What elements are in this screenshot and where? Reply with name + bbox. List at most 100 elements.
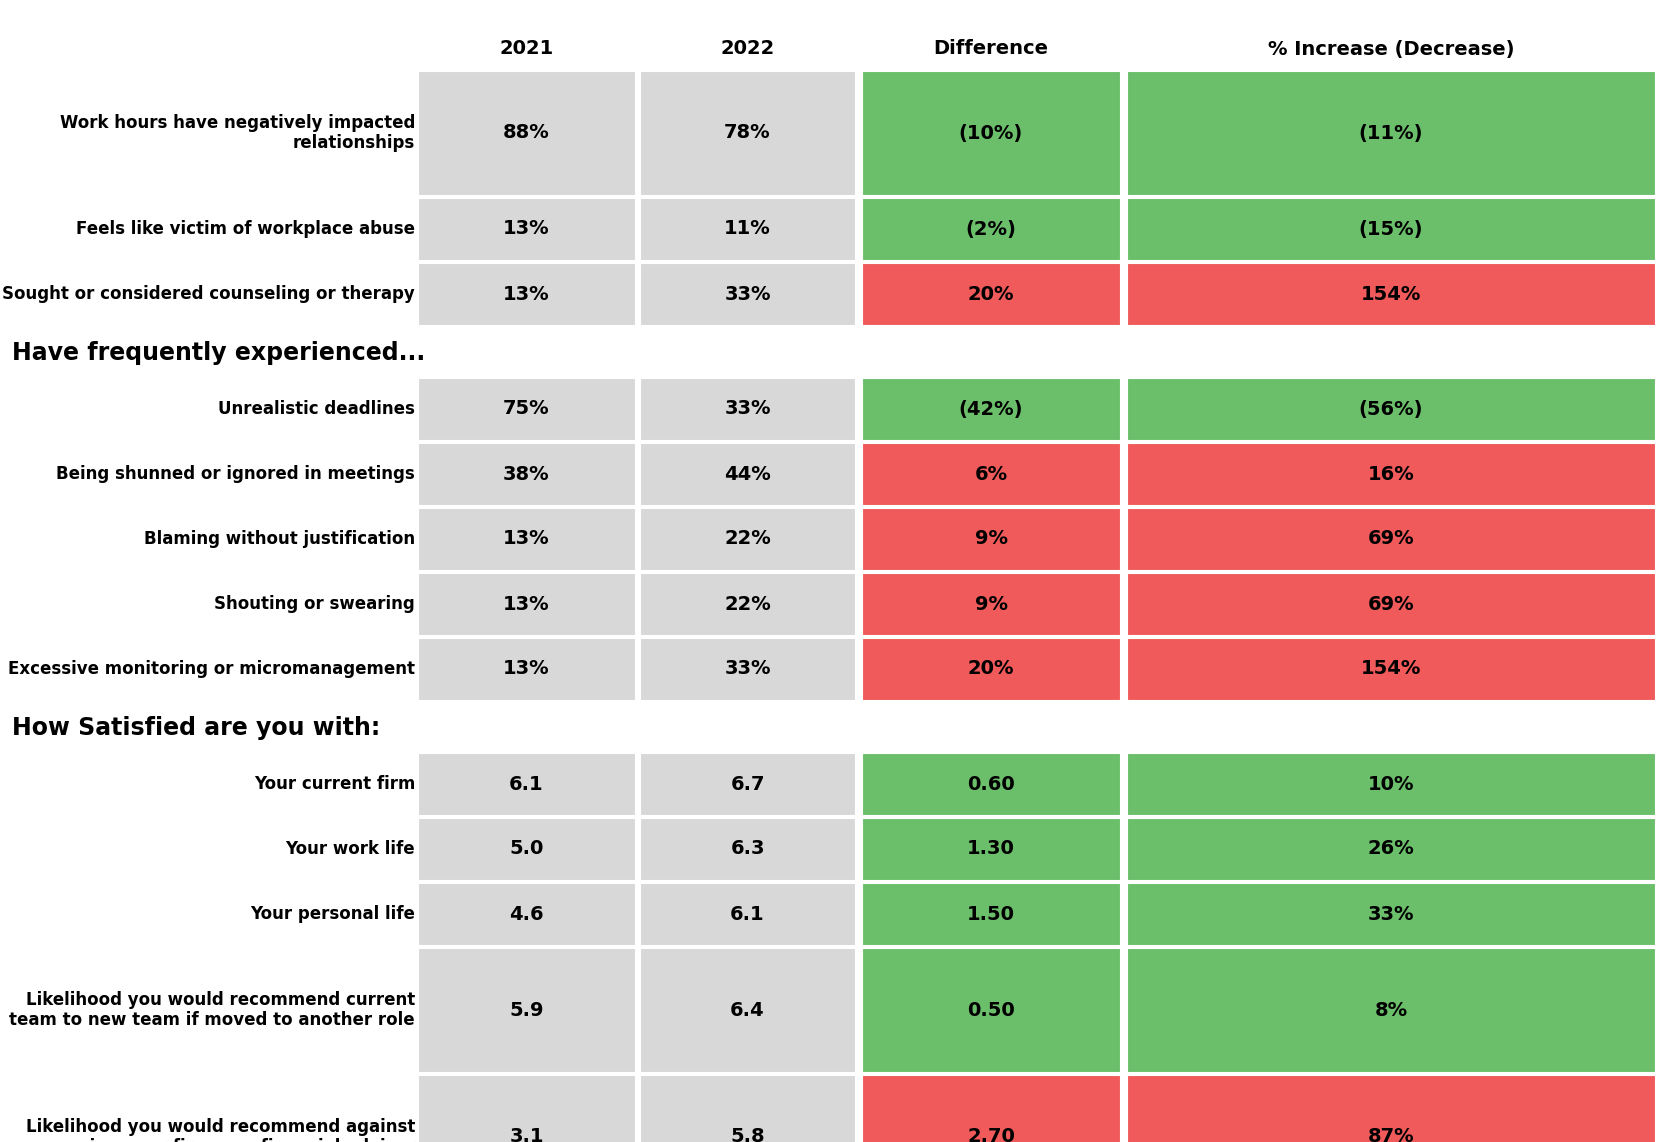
Text: (11%): (11%)	[1359, 123, 1423, 143]
Bar	[1128, 1075, 1654, 1142]
Bar	[1128, 818, 1654, 880]
Bar	[1128, 573, 1654, 635]
Text: 8%: 8%	[1374, 1000, 1407, 1020]
Text: 5.8: 5.8	[731, 1127, 764, 1142]
Text: Shouting or swearing: Shouting or swearing	[214, 595, 415, 613]
Text: 3.1: 3.1	[510, 1127, 543, 1142]
Text: 13%: 13%	[503, 530, 550, 548]
Text: 6.1: 6.1	[731, 904, 764, 924]
Text: 6.1: 6.1	[510, 774, 543, 794]
Text: 44%: 44%	[724, 465, 771, 483]
Bar	[419, 948, 635, 1072]
Bar	[862, 198, 1120, 260]
Bar	[1128, 198, 1654, 260]
Bar	[639, 818, 855, 880]
Text: Being shunned or ignored in meetings: Being shunned or ignored in meetings	[56, 465, 415, 483]
Bar	[419, 883, 635, 944]
Text: 10%: 10%	[1367, 774, 1414, 794]
Text: 0.60: 0.60	[967, 774, 1015, 794]
Text: 33%: 33%	[724, 659, 771, 678]
Text: 9%: 9%	[975, 595, 1008, 613]
Bar	[639, 263, 855, 325]
Bar	[862, 508, 1120, 570]
Bar	[1128, 443, 1654, 505]
Text: 6.4: 6.4	[731, 1000, 764, 1020]
Bar	[1128, 263, 1654, 325]
Bar	[419, 263, 635, 325]
Text: 11%: 11%	[724, 219, 771, 239]
Text: 4.6: 4.6	[510, 904, 543, 924]
Text: (2%): (2%)	[965, 219, 1017, 239]
Bar	[862, 573, 1120, 635]
Bar	[639, 948, 855, 1072]
Bar	[1128, 71, 1654, 195]
Bar	[1128, 638, 1654, 700]
Bar	[419, 443, 635, 505]
Text: (10%): (10%)	[958, 123, 1023, 143]
Text: % Increase (Decrease): % Increase (Decrease)	[1267, 40, 1515, 58]
Bar	[639, 1075, 855, 1142]
Bar	[419, 818, 635, 880]
Bar	[862, 753, 1120, 815]
Bar	[419, 508, 635, 570]
Text: 1.50: 1.50	[967, 904, 1015, 924]
Text: Your current firm: Your current firm	[254, 775, 415, 793]
Text: 22%: 22%	[724, 595, 771, 613]
Text: (42%): (42%)	[958, 400, 1023, 418]
Text: 69%: 69%	[1367, 530, 1414, 548]
Text: Excessive monitoring or micromanagement: Excessive monitoring or micromanagement	[8, 660, 415, 678]
Text: Blaming without justification: Blaming without justification	[145, 530, 415, 548]
Text: 22%: 22%	[724, 530, 771, 548]
Bar	[419, 71, 635, 195]
Bar	[639, 198, 855, 260]
Text: How Satisfied are you with:: How Satisfied are you with:	[12, 716, 380, 740]
Bar	[862, 263, 1120, 325]
Bar	[419, 753, 635, 815]
Bar	[419, 198, 635, 260]
Bar	[862, 948, 1120, 1072]
Text: 20%: 20%	[968, 284, 1015, 304]
Text: 88%: 88%	[503, 123, 550, 143]
Text: Have frequently experienced...: Have frequently experienced...	[12, 341, 425, 365]
Bar	[862, 818, 1120, 880]
Text: Work hours have negatively impacted
relationships: Work hours have negatively impacted rela…	[60, 113, 415, 152]
Text: (15%): (15%)	[1359, 219, 1423, 239]
Bar	[419, 378, 635, 440]
Text: Your personal life: Your personal life	[251, 904, 415, 923]
Text: 75%: 75%	[503, 400, 550, 418]
Text: 78%: 78%	[724, 123, 771, 143]
Bar	[639, 71, 855, 195]
Bar	[419, 1075, 635, 1142]
Text: Sought or considered counseling or therapy: Sought or considered counseling or thera…	[2, 286, 415, 303]
Bar	[639, 883, 855, 944]
Bar	[862, 443, 1120, 505]
Text: 5.0: 5.0	[510, 839, 543, 859]
Text: 13%: 13%	[503, 219, 550, 239]
Bar	[862, 1075, 1120, 1142]
Text: Likelihood you would recommend current
team to new team if moved to another role: Likelihood you would recommend current t…	[10, 990, 415, 1029]
Bar	[1128, 883, 1654, 944]
Bar	[1128, 508, 1654, 570]
Text: Your work life: Your work life	[286, 841, 415, 858]
Bar	[639, 443, 855, 505]
Bar	[639, 573, 855, 635]
Text: 6.3: 6.3	[731, 839, 764, 859]
Text: 6%: 6%	[975, 465, 1008, 483]
Text: 6.7: 6.7	[731, 774, 764, 794]
Bar	[419, 638, 635, 700]
Text: 13%: 13%	[503, 595, 550, 613]
Bar	[1128, 378, 1654, 440]
Text: 33%: 33%	[724, 400, 771, 418]
Text: 33%: 33%	[1367, 904, 1414, 924]
Text: 2021: 2021	[500, 40, 553, 58]
Text: Unrealistic deadlines: Unrealistic deadlines	[218, 400, 415, 418]
Text: Difference: Difference	[933, 40, 1048, 58]
Bar	[419, 573, 635, 635]
Text: 16%: 16%	[1367, 465, 1415, 483]
Text: 87%: 87%	[1367, 1127, 1414, 1142]
Bar	[639, 508, 855, 570]
Text: 154%: 154%	[1360, 284, 1422, 304]
Text: Feels like victim of workplace abuse: Feels like victim of workplace abuse	[76, 220, 415, 238]
Text: 2.70: 2.70	[967, 1127, 1015, 1142]
Text: 9%: 9%	[975, 530, 1008, 548]
